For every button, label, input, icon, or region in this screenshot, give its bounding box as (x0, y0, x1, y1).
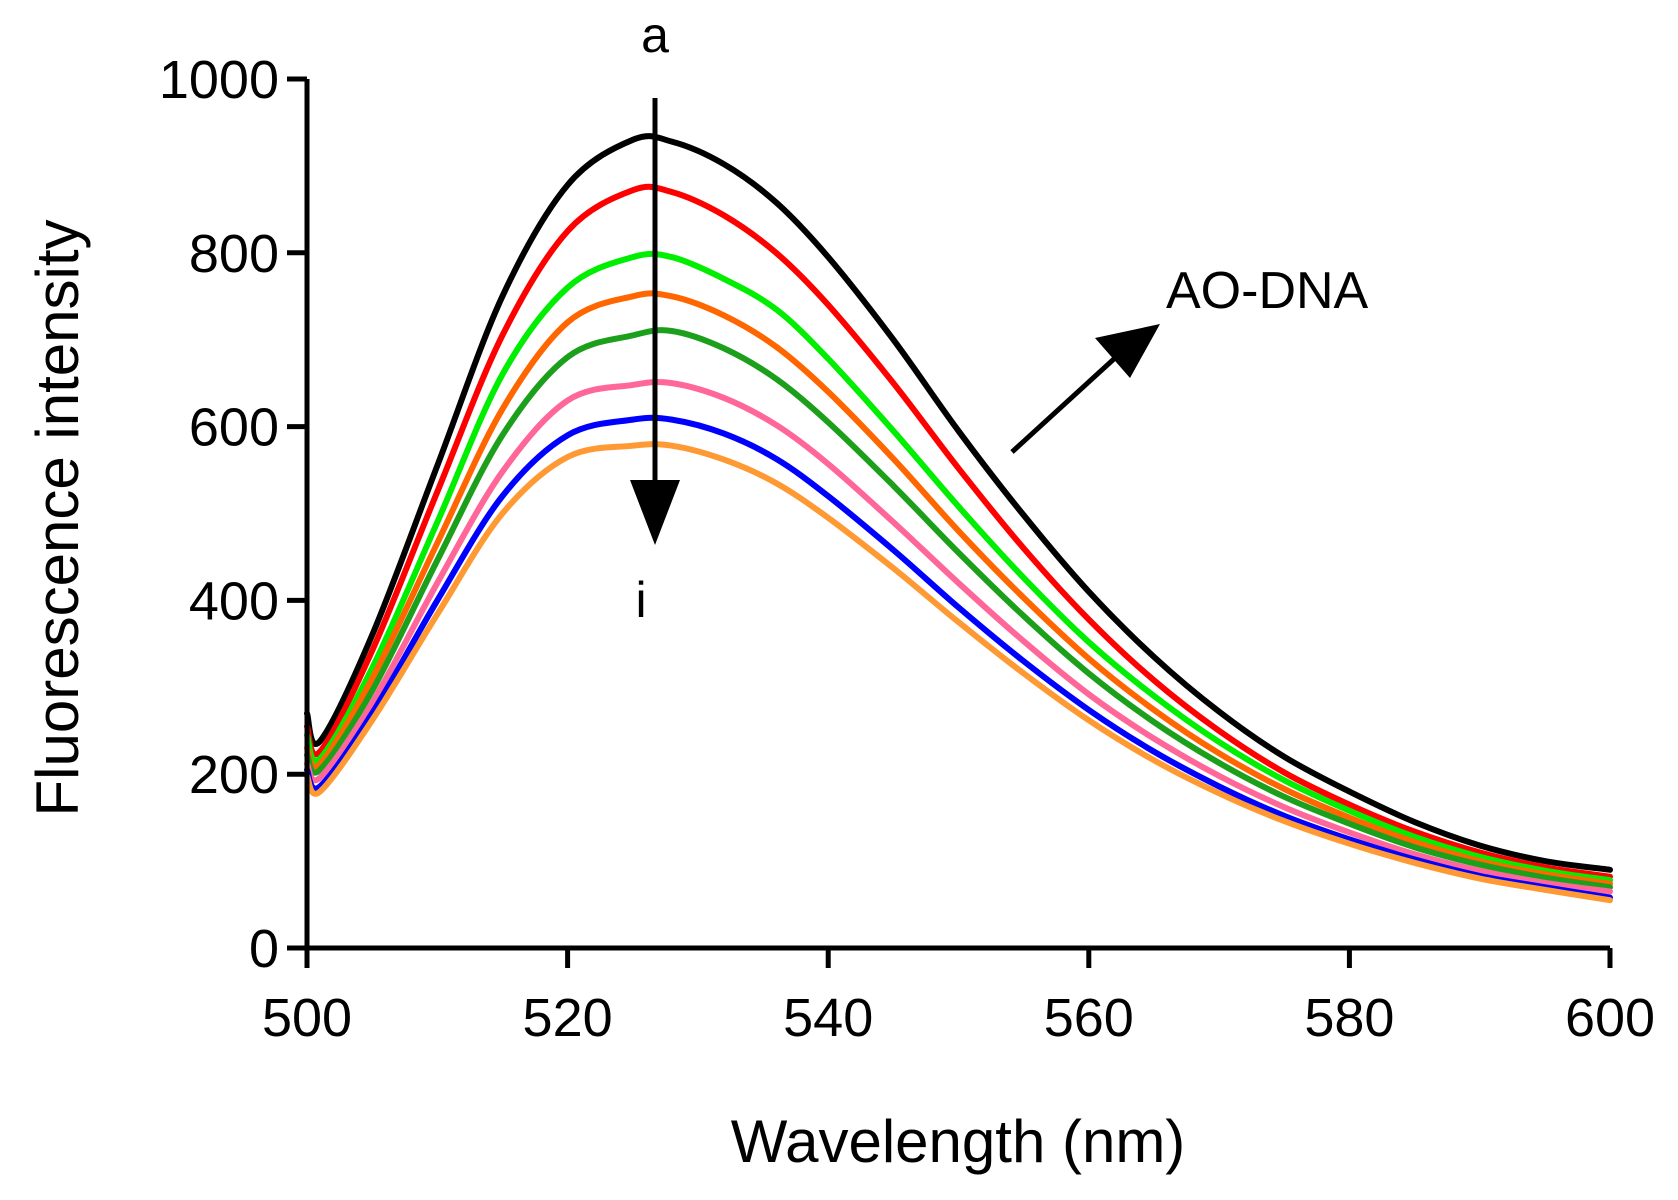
end-label: i (635, 572, 646, 628)
y-tick-label: 600 (189, 398, 279, 458)
ao-dna-arrow-head (1095, 324, 1160, 378)
y-ticks: 0 200 400 600 800 1000 (159, 50, 307, 979)
spectrum-curves (304, 133, 1613, 904)
y-tick-label: 1000 (159, 50, 279, 110)
y-tick-label: 800 (189, 224, 279, 284)
x-axis-title: Wavelength (nm) (731, 1108, 1186, 1175)
spectrum-line-g (304, 414, 1613, 901)
x-tick-label: 520 (523, 988, 613, 1048)
y-tick-label: 400 (189, 571, 279, 631)
axes (304, 79, 1610, 951)
x-ticks: 500 520 540 560 580 600 (262, 948, 1655, 1048)
ao-dna-arrow-shaft (1010, 356, 1117, 454)
x-tick-label: 600 (1565, 988, 1655, 1048)
spectrum-line-a (304, 133, 1613, 873)
y-axis-title: Fluorescence intensity (24, 220, 91, 817)
x-tick-label: 500 (262, 988, 352, 1048)
spectrum-line-d (304, 290, 1613, 887)
spectrum-line-b (304, 183, 1613, 880)
x-tick-label: 580 (1304, 988, 1394, 1048)
spectrum-line-c (304, 250, 1613, 884)
spectrum-line-f (304, 378, 1613, 895)
ao-dna-label: AO-DNA (1166, 262, 1369, 320)
x-tick-label: 540 (783, 988, 873, 1048)
y-tick-label: 200 (189, 745, 279, 805)
start-label: a (641, 7, 669, 63)
spectrum-line-e (304, 327, 1613, 891)
decrease-arrow-head (630, 480, 680, 545)
spectrum-line-h (304, 441, 1613, 904)
annotations: a i AO-DNA (630, 7, 1369, 628)
x-tick-label: 560 (1044, 988, 1134, 1048)
y-tick-label: 0 (249, 919, 279, 979)
